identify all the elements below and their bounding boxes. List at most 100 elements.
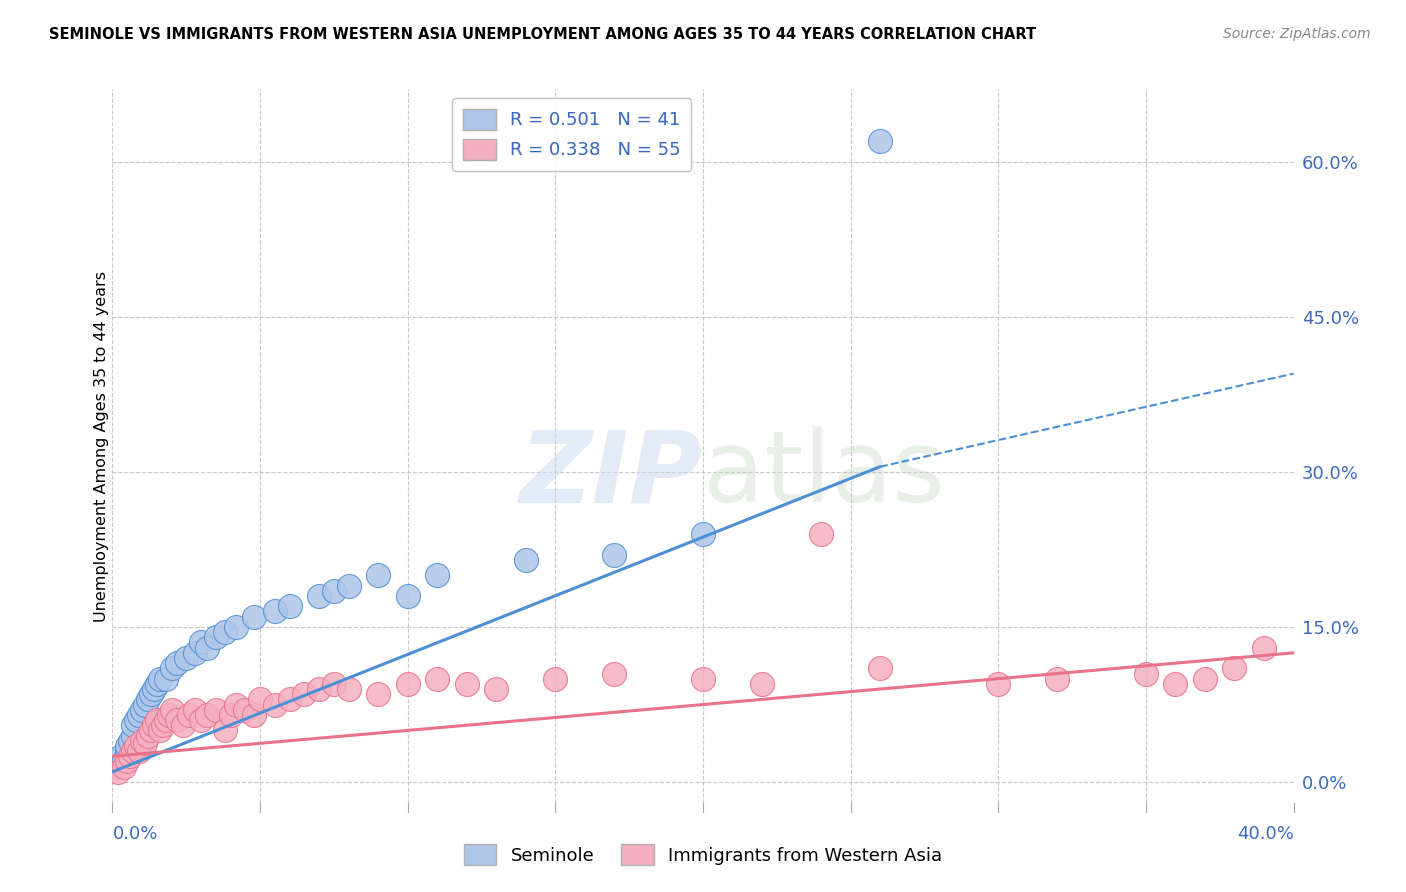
- Point: [544, 672, 567, 686]
- Point: [131, 703, 153, 717]
- Point: [157, 707, 180, 722]
- Point: [264, 605, 287, 619]
- Point: [1164, 677, 1187, 691]
- Point: [152, 718, 174, 732]
- Point: [136, 729, 159, 743]
- Point: [146, 677, 169, 691]
- Point: [603, 666, 626, 681]
- Text: ZIP: ZIP: [520, 426, 703, 523]
- Point: [485, 681, 508, 696]
- Point: [107, 764, 129, 779]
- Point: [426, 672, 449, 686]
- Point: [125, 739, 148, 753]
- Point: [1135, 666, 1157, 681]
- Point: [117, 744, 138, 758]
- Point: [367, 568, 389, 582]
- Point: [692, 672, 714, 686]
- Point: [104, 755, 127, 769]
- Point: [810, 527, 832, 541]
- Point: [122, 729, 145, 743]
- Point: [214, 723, 236, 738]
- Point: [292, 687, 315, 701]
- Point: [214, 625, 236, 640]
- Point: [249, 692, 271, 706]
- Point: [225, 620, 247, 634]
- Point: [751, 677, 773, 691]
- Point: [166, 656, 188, 670]
- Text: 0.0%: 0.0%: [112, 825, 157, 843]
- Point: [205, 703, 228, 717]
- Point: [278, 692, 301, 706]
- Point: [426, 568, 449, 582]
- Point: [122, 718, 145, 732]
- Point: [184, 703, 207, 717]
- Point: [243, 609, 266, 624]
- Point: [134, 698, 156, 712]
- Point: [160, 703, 183, 717]
- Point: [128, 744, 150, 758]
- Legend: R = 0.501   N = 41, R = 0.338   N = 55: R = 0.501 N = 41, R = 0.338 N = 55: [453, 98, 692, 170]
- Text: SEMINOLE VS IMMIGRANTS FROM WESTERN ASIA UNEMPLOYMENT AMONG AGES 35 TO 44 YEARS : SEMINOLE VS IMMIGRANTS FROM WESTERN ASIA…: [49, 27, 1036, 42]
- Point: [179, 707, 201, 722]
- Point: [120, 733, 142, 747]
- Point: [603, 548, 626, 562]
- Point: [1046, 672, 1069, 686]
- Point: [243, 707, 266, 722]
- Point: [190, 635, 212, 649]
- Point: [122, 744, 145, 758]
- Point: [367, 687, 389, 701]
- Point: [134, 736, 156, 750]
- Point: [1253, 640, 1275, 655]
- Point: [117, 739, 138, 753]
- Point: [112, 759, 135, 773]
- Text: 40.0%: 40.0%: [1237, 825, 1294, 843]
- Point: [323, 583, 346, 598]
- Point: [195, 707, 218, 722]
- Point: [1194, 672, 1216, 686]
- Text: Source: ZipAtlas.com: Source: ZipAtlas.com: [1223, 27, 1371, 41]
- Point: [225, 698, 247, 712]
- Point: [396, 677, 419, 691]
- Point: [155, 672, 177, 686]
- Point: [117, 755, 138, 769]
- Point: [174, 651, 197, 665]
- Point: [1223, 661, 1246, 675]
- Point: [120, 749, 142, 764]
- Point: [987, 677, 1010, 691]
- Point: [149, 723, 172, 738]
- Point: [195, 640, 218, 655]
- Point: [308, 681, 330, 696]
- Y-axis label: Unemployment Among Ages 35 to 44 years: Unemployment Among Ages 35 to 44 years: [94, 270, 108, 622]
- Point: [146, 713, 169, 727]
- Point: [190, 713, 212, 727]
- Point: [136, 692, 159, 706]
- Point: [233, 703, 256, 717]
- Point: [166, 713, 188, 727]
- Point: [155, 713, 177, 727]
- Point: [107, 759, 129, 773]
- Point: [125, 713, 148, 727]
- Point: [869, 661, 891, 675]
- Point: [278, 599, 301, 614]
- Point: [128, 707, 150, 722]
- Point: [149, 672, 172, 686]
- Point: [142, 681, 165, 696]
- Point: [139, 687, 162, 701]
- Point: [131, 733, 153, 747]
- Point: [308, 589, 330, 603]
- Point: [110, 749, 132, 764]
- Point: [160, 661, 183, 675]
- Point: [323, 677, 346, 691]
- Point: [337, 579, 360, 593]
- Point: [869, 134, 891, 148]
- Point: [692, 527, 714, 541]
- Point: [337, 681, 360, 696]
- Point: [219, 707, 242, 722]
- Text: atlas: atlas: [703, 426, 945, 523]
- Point: [184, 646, 207, 660]
- Point: [142, 718, 165, 732]
- Point: [264, 698, 287, 712]
- Point: [205, 630, 228, 644]
- Point: [396, 589, 419, 603]
- Point: [112, 755, 135, 769]
